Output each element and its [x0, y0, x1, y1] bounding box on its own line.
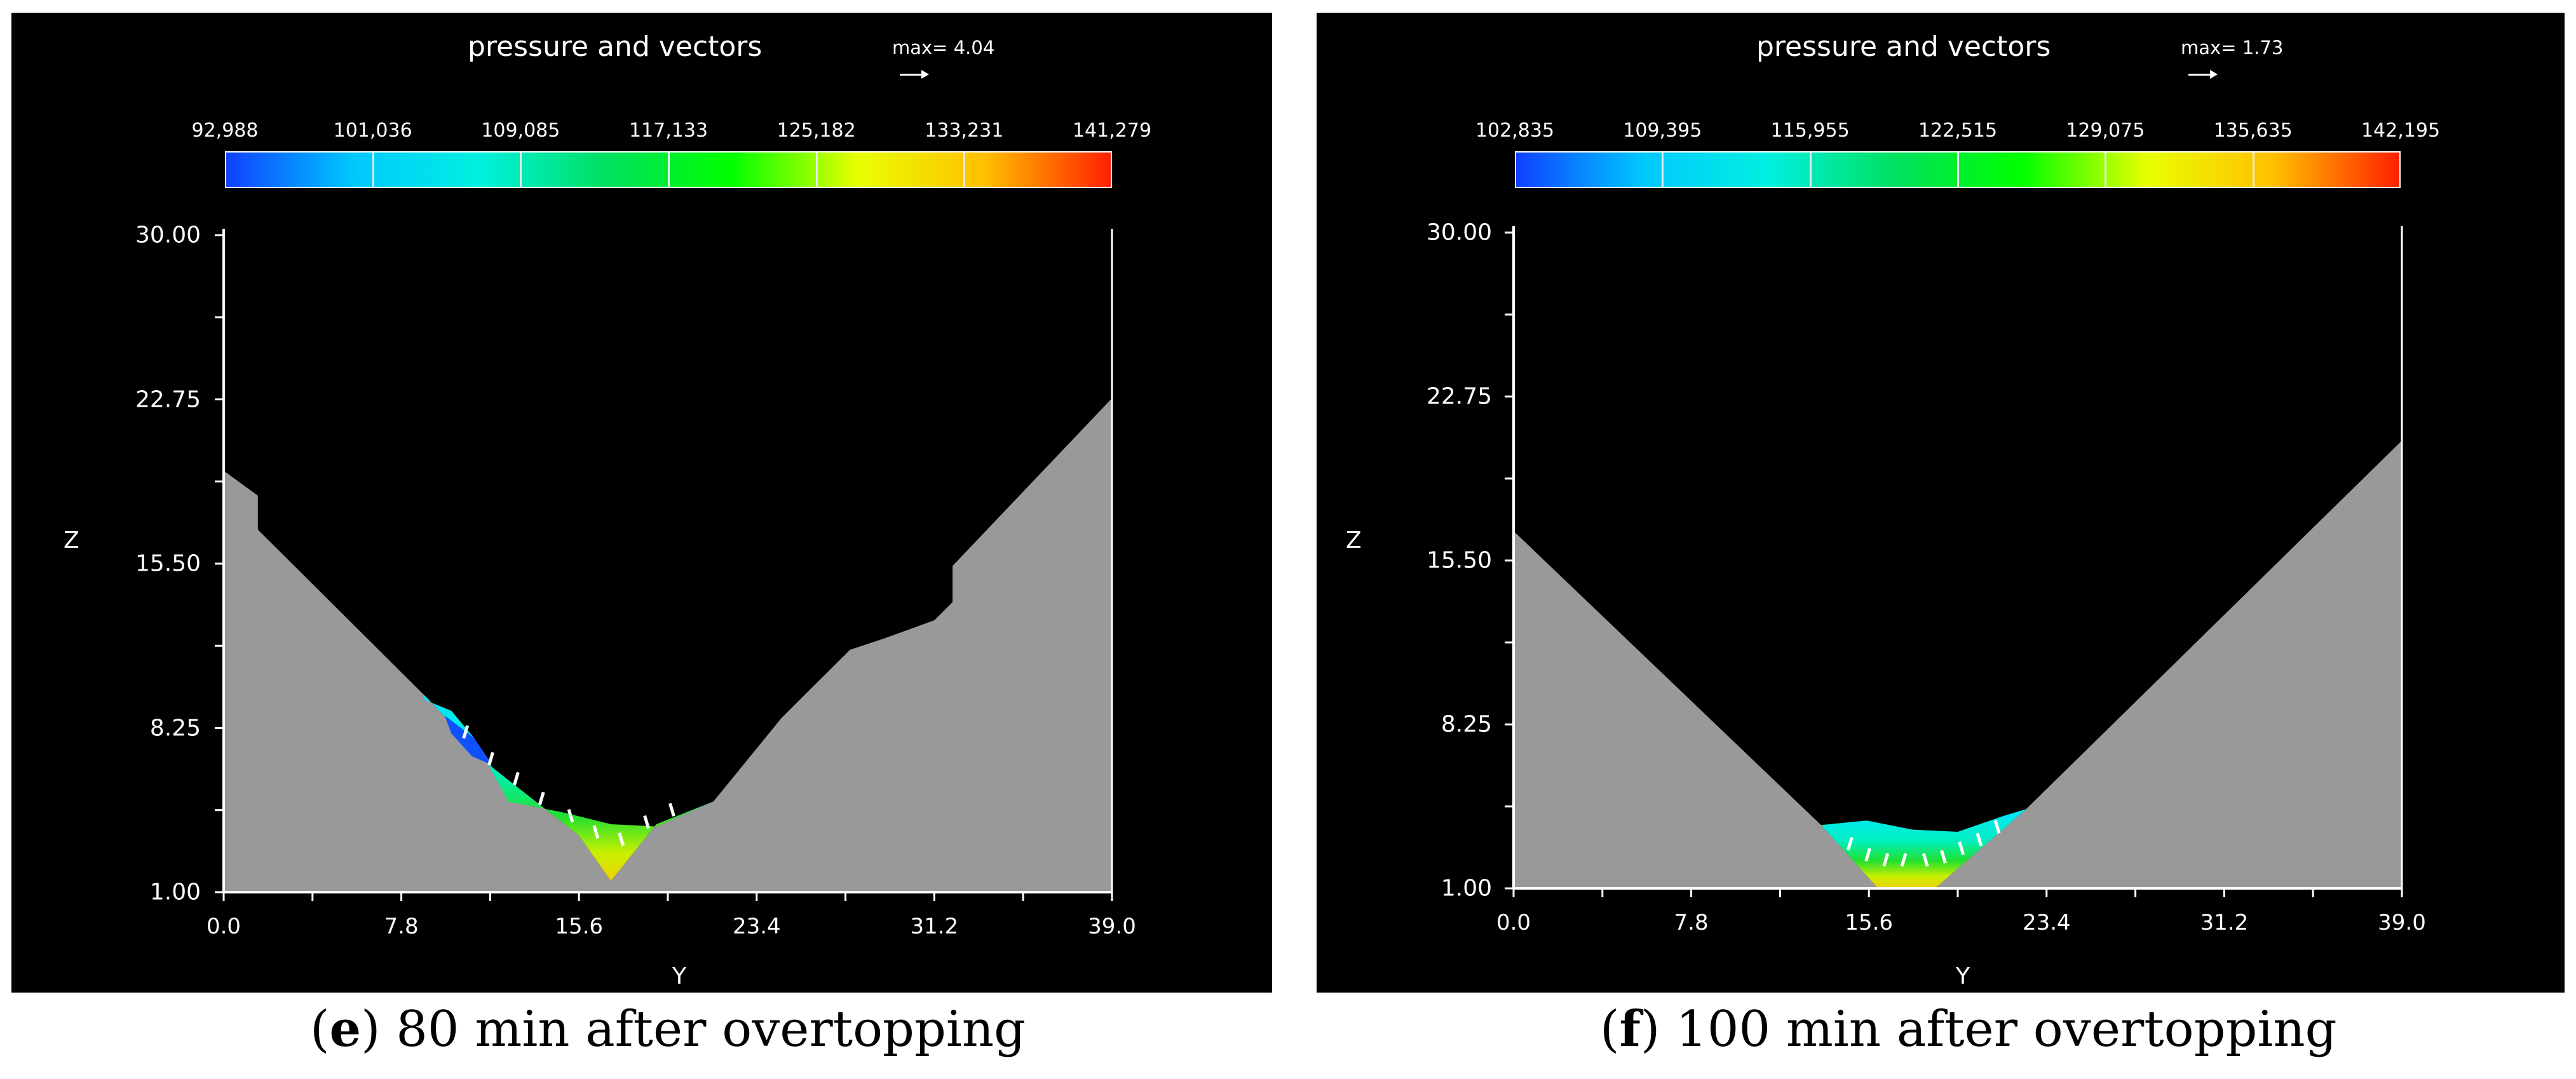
x-tick-label: 7.8: [1674, 910, 1709, 935]
x-tick-label: 23.4: [732, 914, 781, 939]
plot-area: [215, 229, 1113, 901]
y-axis-title: Z: [64, 527, 79, 553]
colorbar-tick-label: 133,231: [925, 119, 1004, 142]
max-vector-arrow-icon: [900, 70, 929, 79]
colorbar-tick-label: 92,988: [191, 119, 259, 142]
colorbar-separator: [1662, 153, 1664, 187]
y-axis-title: Z: [1346, 527, 1362, 553]
chart-title: pressure and vectors: [468, 31, 763, 63]
plot-area: [1505, 226, 2403, 897]
water-pressure-field: [424, 695, 714, 881]
y-tick-label: 1.00: [149, 879, 201, 906]
colorbar-separator: [2252, 153, 2254, 187]
caption-letter: f: [1619, 1000, 1641, 1058]
x-tick-label: 15.6: [1845, 910, 1894, 935]
x-tick-label: 31.2: [910, 914, 959, 939]
caption-letter: e: [329, 1000, 362, 1058]
x-axis-title: Y: [672, 963, 686, 989]
colorbar-separator: [372, 153, 374, 187]
colorbar: [1515, 151, 2401, 188]
y-tick-label: 30.00: [1426, 219, 1492, 246]
y-tick-label: 15.50: [135, 550, 201, 577]
chart-panel-e: pressure and vectors max= 4.04 92,988 10…: [11, 13, 1272, 993]
y-tick-label: 30.00: [135, 222, 201, 248]
y-tick-label: 8.25: [1441, 711, 1492, 738]
velocity-vector: [567, 809, 574, 823]
terrain-area: [1514, 440, 2402, 888]
velocity-vector: [592, 825, 600, 839]
velocity-vector: [1940, 850, 1947, 864]
x-tick-label: 0.0: [1496, 910, 1531, 935]
max-vector-label: max= 4.04: [892, 37, 995, 58]
water-pressure-field: [1820, 809, 2026, 888]
caption-f: (f) 100 min after overtopping: [1600, 1000, 2337, 1058]
terrain-area: [224, 398, 1112, 892]
velocity-vector: [462, 725, 470, 739]
max-vector-arrow-icon: [2188, 70, 2218, 79]
colorbar-tick-label: 109,395: [1623, 119, 1702, 142]
velocity-vector: [1882, 853, 1890, 867]
colorbar-tick-label: 115,955: [1770, 119, 1850, 142]
max-vector-label: max= 1.73: [2181, 37, 2284, 58]
colorbar-tick-label: 135,635: [2213, 119, 2293, 142]
low-pressure-zone: [444, 715, 492, 766]
colorbar-separator: [668, 153, 670, 187]
velocity-vector: [1864, 848, 1871, 862]
colorbar-separator: [963, 153, 966, 187]
velocity-vector: [643, 815, 650, 829]
colorbar-tick-label: 101,036: [333, 119, 412, 142]
colorbar-tick-label: 141,279: [1072, 119, 1152, 142]
y-tick-label: 8.25: [149, 715, 201, 741]
colorbar-tick-label: 122,515: [1918, 119, 1998, 142]
colorbar-separator: [520, 153, 522, 187]
velocity-vector: [538, 791, 545, 806]
colorbar-tick-label: 129,075: [2066, 119, 2145, 142]
velocity-vector: [1993, 820, 2001, 834]
velocity-vector: [487, 752, 494, 766]
caption-text: 100 min after overtopping: [1660, 1001, 2337, 1058]
velocity-vector: [1976, 832, 1983, 846]
chart-title: pressure and vectors: [1756, 31, 2051, 63]
velocity-vector: [1958, 841, 1965, 855]
colorbar: [225, 151, 1112, 188]
velocity-vector: [1900, 853, 1908, 867]
x-tick-label: 39.0: [1088, 914, 1136, 939]
y-tick-label: 22.75: [135, 386, 201, 412]
y-tick-label: 15.50: [1426, 547, 1492, 574]
chart-panel-f: pressure and vectors max= 1.73 102,835 1…: [1317, 13, 2565, 993]
velocity-vector: [668, 803, 675, 817]
x-tick-label: 15.6: [555, 914, 604, 939]
colorbar-separator: [815, 153, 818, 187]
colorbar-tick-label: 125,182: [776, 119, 856, 142]
caption-e: (e) 80 min after overtopping: [310, 1000, 1026, 1058]
y-tick-label: 22.75: [1426, 383, 1492, 410]
x-axis-title: Y: [1956, 963, 1970, 989]
velocity-vector: [1922, 853, 1929, 867]
colorbar-tick-label: 109,085: [481, 119, 560, 142]
colorbar-separator: [2105, 153, 2107, 187]
x-tick-label: 31.2: [2200, 910, 2249, 935]
velocity-vector: [1846, 837, 1854, 851]
velocity-vector: [513, 771, 520, 786]
colorbar-separator: [1809, 153, 1812, 187]
colorbar-separator: [1957, 153, 1959, 187]
colorbar-tick-label: 102,835: [1475, 119, 1555, 142]
velocity-vector: [618, 832, 625, 846]
x-tick-label: 7.8: [384, 914, 419, 939]
colorbar-tick-label: 117,133: [628, 119, 708, 142]
colorbar-tick-label: 142,195: [2361, 119, 2441, 142]
x-tick-label: 23.4: [2022, 910, 2071, 935]
y-tick-label: 1.00: [1441, 875, 1492, 902]
caption-text: 80 min after overtopping: [380, 1001, 1026, 1058]
x-tick-label: 39.0: [2378, 910, 2426, 935]
x-tick-label: 0.0: [206, 914, 241, 939]
